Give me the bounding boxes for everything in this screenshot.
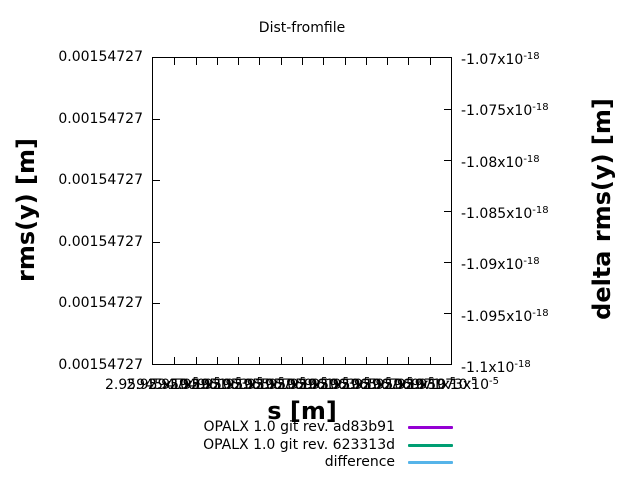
legend-item-label: OPALX 1.0 git rev. ad83b91	[203, 419, 395, 435]
y-left-tick-mark	[153, 242, 160, 243]
x-tick-mark-bottom	[281, 357, 282, 364]
y-left-tick-label: 0.00154727	[58, 295, 143, 312]
x-tick-mark-top	[217, 58, 218, 65]
x-tick-label: 2.95961x10-5	[276, 376, 371, 393]
x-tick-mark-bottom	[345, 357, 346, 364]
legend-item: difference	[0, 454, 640, 471]
y-left-tick-label: 0.00154727	[58, 357, 143, 373]
x-tick-label: 2.95945x10-5	[105, 376, 199, 393]
legend-line-sample	[408, 426, 453, 429]
y-right-tick-label: -1.075x10-18	[461, 102, 549, 120]
legend-line-sample	[408, 444, 453, 447]
x-axis-title: s [m]	[267, 397, 337, 425]
y-left-tick-label: 0.00154727	[58, 233, 143, 250]
x-tick-label: 2.95951x10-5	[169, 376, 264, 393]
y-right-tick-mark	[444, 109, 451, 110]
x-tick-label: 2.95947x10-5	[126, 376, 221, 393]
y-right-tick-mark	[444, 160, 451, 161]
y-right-tick-label: -1.085x10-18	[461, 205, 549, 222]
x-tick-mark-bottom	[366, 357, 367, 364]
y-right-tick-label: -1.08x10-18	[461, 153, 540, 171]
chart-title: Dist-fromfile	[258, 20, 346, 36]
x-tick-mark-bottom	[302, 357, 303, 364]
x-tick-mark-top	[387, 58, 388, 65]
y-right-tick-label: -1.1x10-18	[461, 359, 531, 376]
legend-item-label: difference	[324, 454, 395, 470]
x-tick-mark-top	[323, 58, 324, 65]
x-tick-label: 2.95965x10-5	[319, 376, 414, 393]
y-right-tick-mark	[444, 211, 451, 212]
x-tick-mark-top	[174, 58, 175, 65]
x-tick-label: 2.95957x10-5	[233, 376, 328, 393]
y-left-axis-title: rms(y) [m]	[12, 138, 40, 283]
x-tick-label: 2.95959x10-5	[255, 376, 349, 393]
x-tick-label: 2.95949x10-5	[147, 376, 242, 393]
x-tick-mark-top	[430, 58, 431, 65]
y-left-tick-label: 0.00154727	[58, 110, 143, 127]
x-tick-label: 2.95973x10-5	[405, 376, 499, 393]
y-left-tick-mark	[153, 303, 160, 304]
x-tick-mark-top	[366, 58, 367, 65]
x-tick-mark-top	[196, 58, 197, 65]
x-tick-mark-bottom	[408, 357, 409, 364]
x-tick-mark-top	[259, 58, 260, 65]
x-tick-label: 2.95953x10-5	[190, 376, 285, 393]
x-tick-mark-bottom	[323, 357, 324, 364]
x-tick-mark-top	[302, 58, 303, 65]
x-tick-mark-bottom	[259, 357, 260, 364]
y-left-tick-label: 0.00154727	[58, 49, 143, 65]
legend-item: OPALX 1.0 git rev. ad83b91	[0, 419, 640, 436]
x-tick-mark-top	[345, 58, 346, 65]
x-tick-label: 2.95955x10-5	[212, 376, 307, 393]
x-tick-mark-bottom	[196, 357, 197, 364]
y-right-tick-mark	[444, 313, 451, 314]
legend-item-label: OPALX 1.0 git rev. 623313d	[203, 437, 395, 453]
x-tick-mark-bottom	[430, 357, 431, 364]
x-tick-label: 2.95967x10-5	[340, 376, 435, 393]
y-right-tick-label: -1.07x10-18	[461, 51, 540, 68]
y-right-tick-label: -1.09x10-18	[461, 256, 540, 274]
plot-area	[152, 57, 452, 365]
x-tick-mark-top	[238, 58, 239, 65]
y-left-tick-mark	[153, 119, 160, 120]
x-tick-mark-bottom	[217, 357, 218, 364]
y-left-tick-label: 0.00154727	[58, 172, 143, 189]
x-tick-label: 2.95971x10-5	[383, 376, 478, 393]
x-tick-mark-bottom	[387, 357, 388, 364]
legend-line-sample	[408, 461, 453, 464]
x-tick-mark-top	[281, 58, 282, 65]
x-tick-label: 2.95963x10-5	[297, 376, 392, 393]
legend-item: OPALX 1.0 git rev. 623313d	[0, 437, 640, 454]
x-tick-mark-bottom	[174, 357, 175, 364]
y-left-tick-mark	[153, 180, 160, 181]
y-right-tick-mark	[444, 262, 451, 263]
x-tick-mark-top	[408, 58, 409, 65]
x-tick-label: 2.95969x10-5	[362, 376, 457, 393]
x-tick-mark-bottom	[238, 357, 239, 364]
y-right-tick-label: -1.095x10-18	[461, 307, 549, 325]
